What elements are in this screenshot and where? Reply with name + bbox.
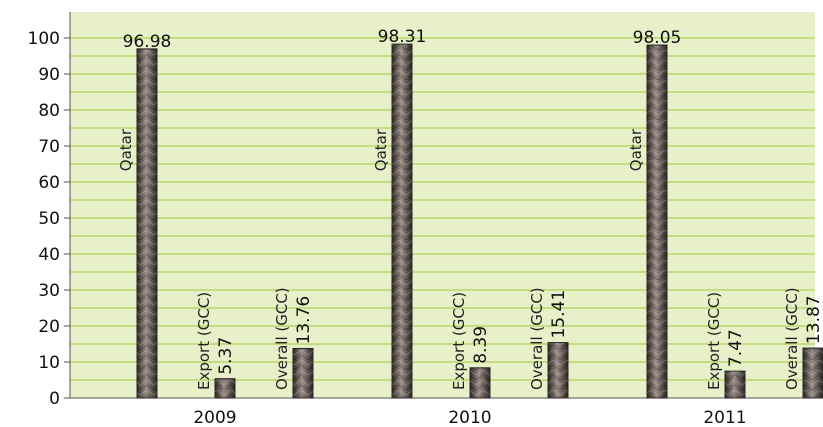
- bar-value-label: 15.41: [549, 290, 569, 339]
- bar-texture: [803, 348, 823, 398]
- series-name-label: Export (GCC): [450, 292, 468, 390]
- y-tick-label: 60: [38, 173, 60, 193]
- bar-value-label: 13.76: [294, 296, 314, 345]
- y-tick-label: 20: [38, 317, 60, 337]
- x-category-label: 2009: [193, 408, 236, 427]
- series-name-label: Overall (GCC): [273, 287, 291, 390]
- series-name-label: Export (GCC): [705, 292, 723, 390]
- series-name-label: Overall (GCC): [783, 287, 801, 390]
- y-tick-label: 90: [38, 65, 60, 85]
- series-name-label: Qatar: [627, 128, 645, 171]
- x-category-label: 2011: [703, 408, 746, 427]
- bar-texture: [392, 44, 412, 399]
- bar-texture: [470, 367, 490, 398]
- bar-value-label: 96.98: [123, 32, 172, 52]
- series-name-label: Export (GCC): [195, 292, 213, 390]
- series-name-label: Overall (GCC): [528, 287, 546, 390]
- y-tick-label: 80: [38, 101, 60, 121]
- y-tick-label: 70: [38, 137, 60, 157]
- bar-texture: [215, 378, 235, 398]
- y-tick-label: 50: [38, 209, 60, 229]
- bar-texture: [725, 371, 745, 398]
- bar-texture: [137, 48, 157, 398]
- series-name-label: Qatar: [372, 128, 390, 171]
- y-tick-label: 100: [28, 29, 60, 49]
- y-tick-label: 0: [49, 389, 60, 409]
- gridlines: [70, 37, 815, 399]
- bar-value-label: 7.47: [726, 329, 746, 367]
- bar-texture: [647, 45, 667, 399]
- y-tick-label: 40: [38, 245, 60, 265]
- x-category-label: 2010: [448, 408, 491, 427]
- bar-value-label: 5.37: [216, 337, 236, 375]
- bar-texture: [293, 348, 313, 398]
- y-tick-label: 30: [38, 281, 60, 301]
- bars: [136, 43, 823, 399]
- series-name-label: Qatar: [117, 128, 135, 171]
- y-axis: 0 10 20 30 40 50 60 70 80 90 100: [28, 12, 71, 409]
- plot-background: [70, 12, 815, 398]
- bar-texture: [548, 342, 568, 398]
- x-axis: 2009 2010 2011: [70, 397, 815, 427]
- bar-value-label: 98.05: [633, 28, 682, 48]
- bar-value-label: 98.31: [378, 27, 427, 47]
- bar-value-label: 8.39: [471, 326, 491, 364]
- y-tick-label: 10: [38, 353, 60, 373]
- bar-value-label: 13.87: [804, 295, 823, 344]
